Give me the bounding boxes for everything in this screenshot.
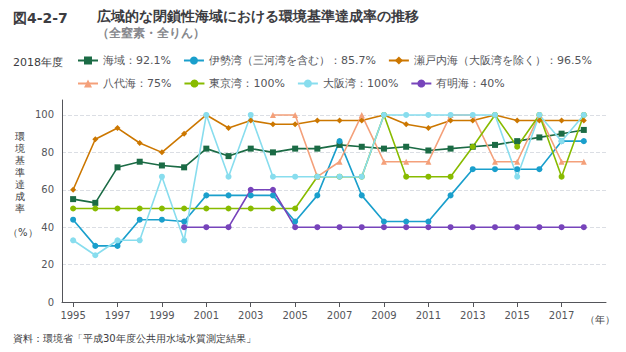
svg-text:広域的な閉鎖性海域における環境基準達成率の推移: 広域的な閉鎖性海域における環境基準達成率の推移 (96, 8, 419, 24)
svg-text:2005: 2005 (282, 310, 307, 321)
svg-text:東京湾：100%: 東京湾：100% (209, 77, 284, 90)
svg-text:境: 境 (14, 143, 25, 154)
svg-text:20: 20 (41, 259, 54, 270)
svg-text:率: 率 (15, 203, 25, 214)
svg-text:大阪湾：100%: 大阪湾：100% (323, 77, 398, 90)
svg-text:達: 達 (15, 179, 25, 190)
svg-text:図4-2-7: 図4-2-7 (13, 10, 68, 26)
svg-text:2001: 2001 (194, 310, 219, 321)
svg-text:2003: 2003 (238, 310, 263, 321)
svg-text:60: 60 (41, 184, 54, 195)
svg-text:1995: 1995 (60, 310, 85, 321)
svg-text:有明海：40%: 有明海：40% (436, 77, 504, 90)
svg-text:1999: 1999 (149, 310, 174, 321)
svg-text:2013: 2013 (460, 310, 485, 321)
svg-text:0: 0 (48, 297, 54, 308)
svg-text:（年）: （年） (585, 314, 615, 325)
svg-text:（%）: （%） (8, 227, 38, 238)
svg-text:40: 40 (41, 222, 54, 233)
svg-text:100: 100 (35, 109, 54, 120)
svg-text:瀬戸内海（大阪湾を除く）：96.5%: 瀬戸内海（大阪湾を除く）：96.5% (414, 54, 592, 67)
svg-text:準: 準 (15, 167, 25, 178)
svg-text:2009: 2009 (371, 310, 396, 321)
svg-text:2017: 2017 (549, 310, 574, 321)
svg-text:伊勢湾（三河湾を含む）：85.7%: 伊勢湾（三河湾を含む）：85.7% (209, 54, 376, 67)
svg-text:1997: 1997 (105, 310, 130, 321)
svg-text:環: 環 (15, 131, 25, 142)
svg-text:2018年度: 2018年度 (13, 56, 63, 69)
svg-text:八代海：75%: 八代海：75% (103, 77, 171, 90)
svg-text:基: 基 (15, 155, 25, 166)
svg-text:成: 成 (15, 191, 25, 202)
svg-text:80: 80 (41, 147, 54, 158)
svg-text:資料：環境省「平成30年度公共用水域水質測定結果」: 資料：環境省「平成30年度公共用水域水質測定結果」 (13, 333, 256, 344)
svg-text:2011: 2011 (416, 310, 441, 321)
svg-text:（全窒素・全りん）: （全窒素・全りん） (97, 26, 205, 40)
svg-text:海域：92.1%: 海域：92.1% (103, 54, 171, 67)
svg-text:2015: 2015 (504, 310, 529, 321)
svg-text:2007: 2007 (327, 310, 352, 321)
